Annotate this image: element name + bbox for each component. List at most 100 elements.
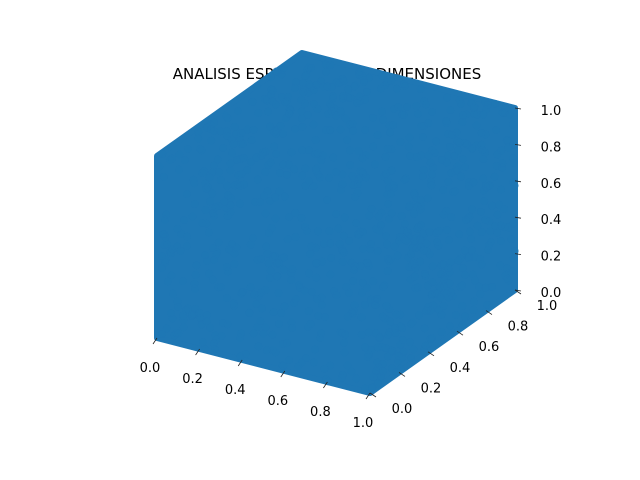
data-point	[484, 246, 492, 254]
data-point	[295, 281, 303, 289]
data-point	[298, 114, 306, 123]
data-point	[183, 242, 191, 250]
data-point	[440, 261, 448, 270]
data-point	[442, 289, 451, 298]
data-point	[181, 156, 189, 164]
data-point	[509, 219, 518, 228]
data-point	[298, 146, 307, 154]
data-point	[408, 244, 417, 252]
data-point	[275, 187, 284, 196]
data-point	[230, 260, 239, 268]
data-point	[455, 230, 464, 238]
x-tick-mark	[152, 337, 158, 345]
data-point	[359, 279, 367, 287]
data-point	[420, 246, 428, 255]
data-point	[423, 194, 432, 203]
data-point	[457, 100, 466, 108]
data-point	[297, 107, 306, 116]
data-point	[356, 262, 365, 270]
data-point	[173, 225, 182, 233]
data-point	[190, 179, 199, 188]
data-point	[271, 214, 280, 223]
data-point	[305, 146, 313, 154]
data-point	[285, 160, 293, 169]
data-point	[362, 173, 370, 182]
data-point	[454, 256, 463, 265]
data-point	[387, 77, 396, 85]
data-point	[397, 212, 406, 220]
data-point	[479, 174, 488, 183]
data-point	[407, 354, 416, 362]
data-point	[460, 246, 469, 255]
data-point	[158, 150, 167, 158]
data-point	[342, 283, 351, 291]
data-point	[236, 199, 244, 208]
data-point	[458, 281, 467, 290]
data-point	[443, 93, 451, 102]
data-point	[470, 253, 479, 261]
data-point	[497, 185, 505, 194]
data-point	[416, 85, 425, 93]
data-point	[307, 242, 316, 251]
data-point	[215, 168, 223, 176]
data-point	[323, 196, 332, 204]
data-point	[365, 211, 374, 220]
data-point	[378, 312, 387, 321]
data-point	[447, 169, 456, 177]
data-point	[237, 129, 246, 137]
data-point	[194, 128, 203, 136]
data-point	[367, 240, 376, 248]
data-point	[232, 243, 241, 252]
data-point	[389, 121, 398, 129]
data-point	[383, 240, 391, 249]
data-point	[172, 329, 181, 337]
data-point	[413, 202, 422, 211]
data-point	[491, 99, 499, 108]
data-point	[465, 178, 473, 186]
data-point	[403, 103, 412, 111]
data-point	[414, 283, 422, 292]
data-point	[481, 283, 490, 292]
data-point	[246, 283, 255, 292]
data-point	[398, 336, 407, 344]
data-point	[409, 345, 418, 354]
x-tick-mark	[237, 359, 243, 367]
data-point	[176, 247, 185, 255]
data-point	[318, 301, 326, 309]
data-point	[247, 136, 256, 144]
data-point	[266, 274, 274, 282]
data-point	[291, 209, 300, 217]
data-point	[256, 198, 265, 206]
data-point	[504, 223, 512, 232]
data-point	[420, 324, 429, 333]
data-point	[317, 77, 325, 85]
data-point	[205, 269, 213, 278]
data-point	[378, 107, 386, 116]
data-point	[361, 301, 369, 309]
data-point	[224, 191, 232, 200]
data-point	[450, 152, 459, 160]
data-point	[465, 252, 473, 261]
data-point	[206, 120, 215, 129]
data-point	[303, 111, 312, 119]
data-point	[260, 191, 269, 200]
data-point	[475, 282, 483, 291]
data-point	[249, 126, 258, 134]
data-point	[188, 212, 197, 221]
data-point	[332, 78, 341, 87]
data-point	[226, 245, 235, 254]
data-point	[369, 142, 378, 151]
data-point	[202, 184, 211, 193]
data-point	[184, 145, 192, 153]
data-point	[439, 210, 448, 219]
data-point	[438, 156, 446, 164]
data-point	[297, 214, 306, 222]
data-point	[502, 136, 511, 145]
data-point	[329, 94, 337, 103]
data-point	[477, 260, 486, 269]
data-point	[480, 197, 489, 205]
x-tick-label: 0.2	[182, 372, 203, 387]
data-point	[287, 148, 296, 157]
data-point	[406, 275, 415, 284]
